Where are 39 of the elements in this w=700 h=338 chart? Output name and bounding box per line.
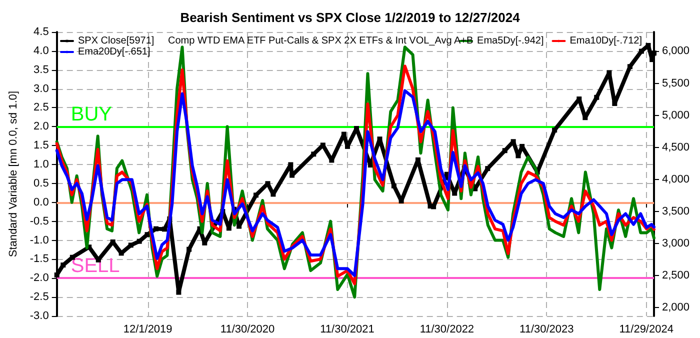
y-axis-title: Standard Variable [mn 0.0, sd 1.0]: [8, 90, 20, 258]
y-tick-label: 1.0: [34, 158, 49, 171]
y2-tick-label: 5,000: [662, 109, 690, 122]
y-tick-label: 3.0: [34, 82, 49, 95]
y2-tick-label: 3,500: [662, 206, 690, 218]
x-tick-label: 11/30/2022: [420, 324, 474, 336]
y2-tick-label: 4,000: [662, 173, 690, 186]
y2-tick-label: 3,000: [662, 238, 690, 250]
x-tick-label: 11/29/2024: [619, 324, 674, 336]
ref-line-label: BUY: [70, 104, 112, 126]
x-tick-label: 11/30/2023: [520, 324, 574, 336]
x-tick-label: 12/1/2019: [123, 324, 172, 336]
y-tick-label: 4.5: [34, 26, 49, 38]
y2-tick-label: 6,000: [662, 45, 690, 58]
y2-tick-label: 2,000: [662, 302, 690, 314]
chart-title: Bearish Sentiment vs SPX Close 1/2/2019 to 12/27/2024: [180, 10, 521, 25]
x-tick-label: 11/30/2020: [220, 324, 275, 336]
y2-tick-label: 4,500: [662, 141, 690, 154]
y-tick-label: -2.5: [30, 291, 49, 304]
y-tick-label: 0.0: [34, 196, 49, 208]
y-tick-label: 3.5: [34, 64, 49, 76]
y2-tick-label: 5,500: [662, 77, 690, 90]
y2-tick-label: 2,500: [662, 270, 690, 282]
legend-label: Ema10Dy[-.712]: [570, 36, 642, 46]
y-tick-label: 2.5: [34, 102, 49, 114]
legend-label: Ema20Dy[-.651]: [78, 46, 150, 58]
y-tick-label: 1.5: [34, 140, 49, 152]
y-tick-label: -2.0: [30, 272, 49, 284]
y-tick-label: 0.5: [34, 177, 49, 190]
y-tick-label: 4.0: [34, 44, 49, 57]
x-tick-label: 11/30/2021: [320, 324, 374, 336]
legend-label: SPX Close[5971]: [78, 36, 154, 46]
ref-line-label: SELL: [70, 255, 120, 278]
y-tick-label: -3.0: [30, 310, 49, 322]
y-tick-label: -0.5: [30, 215, 49, 228]
y-tick-label: -1.5: [30, 253, 49, 266]
legend-label: Ema5Dy[-.942]: [477, 36, 544, 46]
y-tick-label: -1.0: [30, 234, 49, 246]
y-tick-label: 2.0: [34, 120, 49, 133]
